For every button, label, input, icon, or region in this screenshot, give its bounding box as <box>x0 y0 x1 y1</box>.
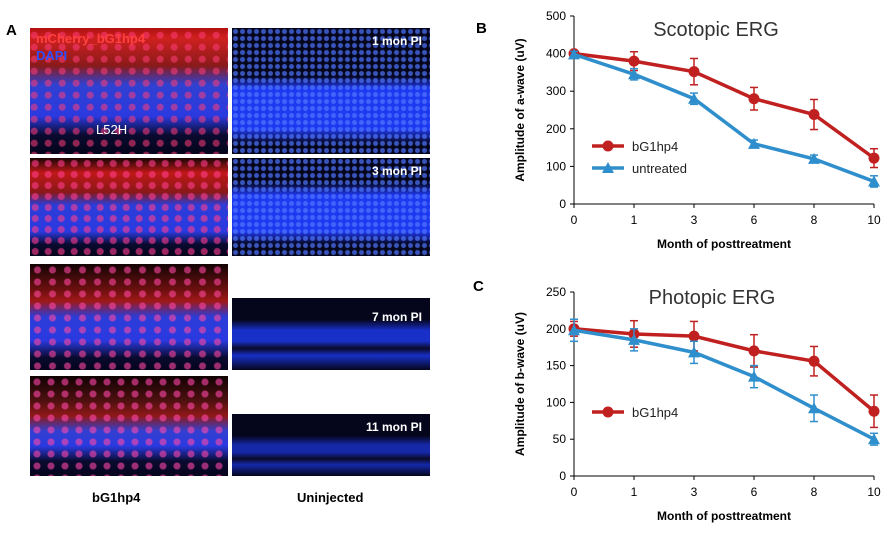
chart-c-point-triangle <box>688 346 700 358</box>
panel-letter-b: B <box>476 20 487 37</box>
chart-c-y-tick-label: 200 <box>546 322 566 336</box>
chart-b-point-circle <box>688 66 700 78</box>
cell-label: L52H <box>96 122 128 137</box>
chart-b-point-triangle <box>628 68 640 80</box>
micrograph-treated-11mon <box>30 376 228 476</box>
micrograph-treated-1mon: mCherry_bG1hp4 DAPI L52H <box>30 28 228 154</box>
timepoint-label-11mon: 11 mon PI <box>365 420 422 434</box>
chart-b-title: Scotopic ERG <box>653 19 779 41</box>
chart-c-y-tick-label: 100 <box>546 395 566 409</box>
chart-b-x-tick-label: 8 <box>811 213 818 227</box>
chart-c-point-triangle <box>628 333 640 345</box>
chart-c-legend-marker-0 <box>602 406 614 418</box>
chart-b-point-triangle <box>808 152 820 164</box>
chart-b-series-line-1 <box>573 52 875 184</box>
chart-c-point-circle <box>808 355 820 367</box>
timepoint-label-7mon: 7 mon PI <box>371 310 422 324</box>
chart-b-x-axis-title: Month of posttreatment <box>657 237 791 251</box>
micrograph-uninjected-1mon: 1 mon PI <box>232 28 430 154</box>
chart-c-y-tick-label: 250 <box>546 285 566 299</box>
micrograph-uninjected-11mon: 11 mon PI <box>232 414 430 476</box>
chart-b-x-tick-label: 10 <box>867 213 881 227</box>
column-label-uninjected: Uninjected <box>297 490 364 505</box>
chart-b-point-circle <box>628 55 640 67</box>
chart-b-point-triangle <box>748 137 760 149</box>
chart-b-y-tick-label: 400 <box>546 47 566 61</box>
chart-b-legend-marker-0 <box>602 140 614 152</box>
chart-c-x-tick-label: 10 <box>867 485 881 499</box>
chart-c-series-line-0 <box>573 327 876 413</box>
chart-c-y-axis-title: Amplitude of b-wave (uV) <box>513 312 527 456</box>
micrograph-treated-3mon <box>30 158 228 256</box>
chart-b-y-tick-label: 100 <box>546 159 566 173</box>
micrograph-treated-7mon <box>30 264 228 370</box>
chart-b-y-tick-label: 300 <box>546 84 566 98</box>
chart-b-point-triangle <box>868 175 880 187</box>
chart-c-point-triangle <box>868 433 880 445</box>
chart-c-point-circle <box>868 405 880 417</box>
chart-b-point-circle <box>808 109 820 121</box>
chart-b-x-tick-label: 1 <box>631 213 638 227</box>
legend-dapi: DAPI <box>36 48 68 63</box>
chart-c-x-tick-label: 3 <box>691 485 698 499</box>
chart-c-title: Photopic ERG <box>649 287 776 309</box>
legend-mcherry: mCherry_bG1hp4 <box>36 31 146 46</box>
chart-b-x-tick-label: 6 <box>751 213 758 227</box>
chart-c-x-tick-label: 1 <box>631 485 638 499</box>
chart-b-legend-label-0: bG1hp4 <box>632 139 678 154</box>
chart-b-x-tick-label: 3 <box>691 213 698 227</box>
panel-letter-a: A <box>6 22 17 39</box>
timepoint-label-1mon: 1 mon PI <box>371 34 422 48</box>
chart-c-x-axis-title: Month of posttreatment <box>657 509 791 523</box>
chart-c-point-circle <box>688 330 700 342</box>
chart-b-point-circle <box>868 152 880 164</box>
chart-c-y-tick-label: 0 <box>559 469 566 483</box>
chart-b-legend-label-1: untreated <box>632 161 687 176</box>
chart-c-series-line-1 <box>573 328 875 441</box>
chart-c-x-tick-label: 0 <box>571 485 578 499</box>
chart-c-y-tick-label: 150 <box>546 359 566 373</box>
chart-b-series-line-0 <box>573 51 876 160</box>
chart-b-point-circle <box>748 93 760 105</box>
chart-b-point-triangle <box>568 48 580 60</box>
panel-letter-c: C <box>473 278 484 295</box>
chart-c-x-tick-label: 8 <box>811 485 818 499</box>
chart-b-legend-marker-1 <box>602 162 614 173</box>
chart-c-point-triangle <box>748 370 760 382</box>
chart-c-x-tick-label: 6 <box>751 485 758 499</box>
micrograph-uninjected-7mon: 7 mon PI <box>232 298 430 370</box>
timepoint-label-3mon: 3 mon PI <box>371 164 422 178</box>
chart-c-legend-label-0: bG1hp4 <box>632 405 678 420</box>
chart-b-y-tick-label: 0 <box>559 197 566 211</box>
chart-b-x-tick-label: 0 <box>571 213 578 227</box>
micrograph-uninjected-3mon: 3 mon PI <box>232 158 430 256</box>
column-label-treated: bG1hp4 <box>92 490 141 505</box>
chart-b-y-axis-title: Amplitude of a-wave (uV) <box>513 38 527 181</box>
chart-c-point-triangle <box>808 402 820 414</box>
chart-c-point-circle <box>748 345 760 357</box>
chart-b-y-tick-label: 200 <box>546 122 566 136</box>
chart-c-point-triangle <box>568 324 580 336</box>
chart-b-point-triangle <box>688 92 700 104</box>
chart-c-y-tick-label: 50 <box>553 432 567 446</box>
chart-b-y-tick-label: 500 <box>546 9 566 23</box>
